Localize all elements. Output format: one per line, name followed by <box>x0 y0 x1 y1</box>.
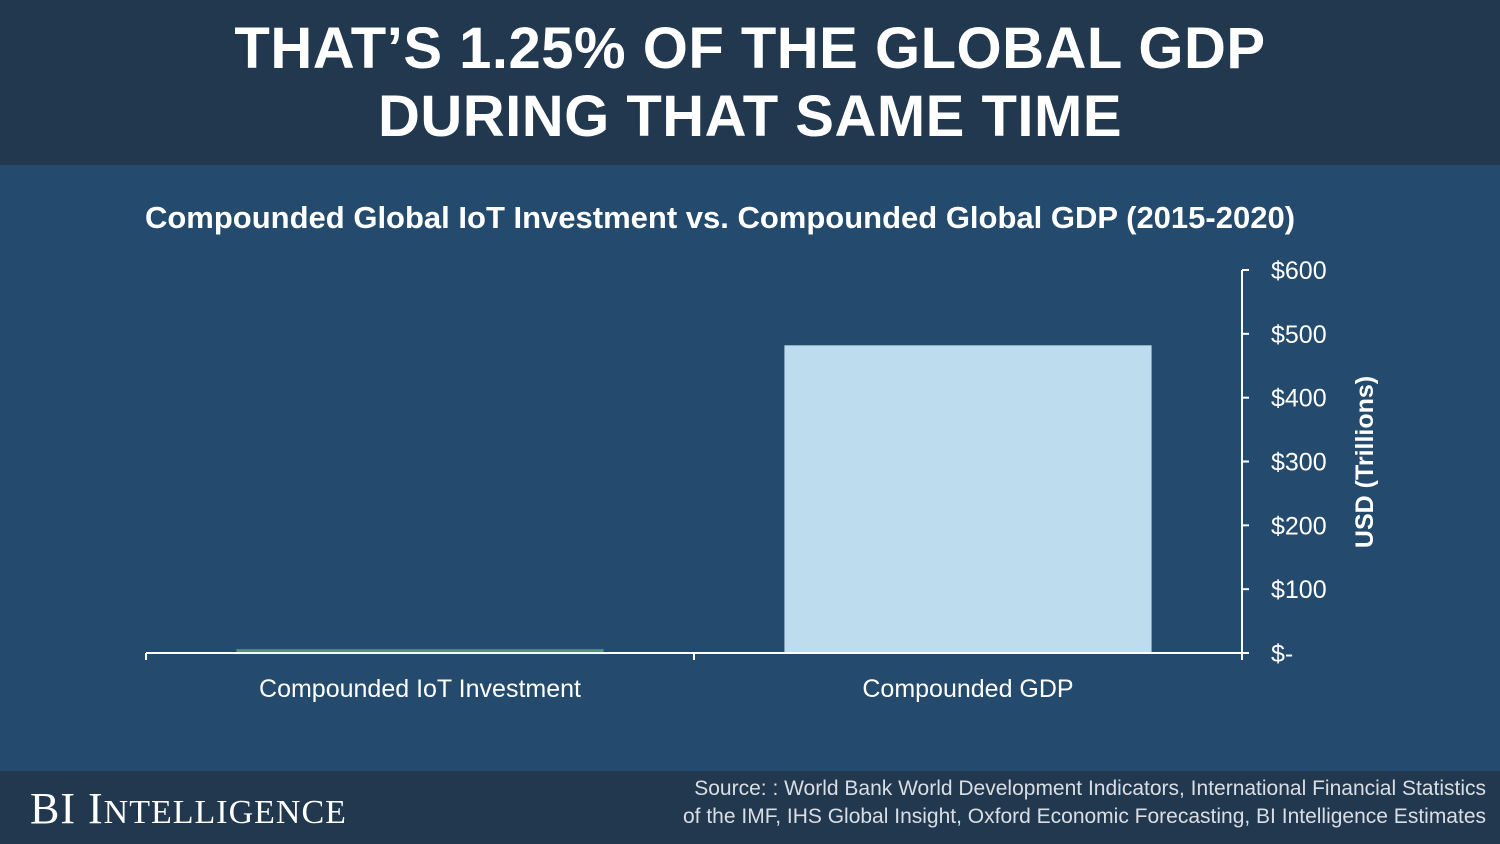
brand-intelligence: INTELLIGENCE <box>88 784 347 833</box>
y-tick-label-6: $600 <box>1271 257 1327 285</box>
y-tick-label-1: $100 <box>1271 576 1327 604</box>
y-tick-label-5: $500 <box>1271 321 1327 349</box>
source-line-2: of the IMF, IHS Global Insight, Oxford E… <box>682 805 1486 828</box>
y-tick-label-0: $- <box>1271 640 1293 668</box>
headline-banner: THAT’S 1.25% OF THE GLOBAL GDP DURING TH… <box>0 0 1500 165</box>
y-tick-label-4: $400 <box>1271 385 1327 413</box>
bar-chart: Compounded IoT Investment Compounded GDP $… <box>145 257 1379 703</box>
footer-bar: BI INTELLIGENCE Source: : World Bank Wor… <box>0 771 1500 844</box>
bar-2 <box>784 345 1152 653</box>
source-line-1: Source: : World Bank World Development I… <box>694 777 1486 800</box>
y-tick-label-2: $200 <box>1271 512 1327 540</box>
y-tick-label-3: $300 <box>1271 449 1327 477</box>
chart-title: Compounded Global IoT Investment vs. Com… <box>144 200 1296 235</box>
bi-intelligence-logo: BI INTELLIGENCE <box>30 783 347 834</box>
headline-line-2: DURING THAT SAME TIME <box>377 83 1123 149</box>
y-axis-title: USD (Trillions) <box>1351 376 1379 548</box>
bar-1 <box>236 649 604 653</box>
brand-bi: BI <box>30 784 76 833</box>
x-tick-label-1: Compounded IoT Investment <box>259 675 581 703</box>
x-tick-label-2: Compounded GDP <box>862 675 1073 703</box>
source-note: Source: : World Bank World Development I… <box>683 775 1486 831</box>
headline-line-1: THAT’S 1.25% OF THE GLOBAL GDP <box>234 15 1266 81</box>
